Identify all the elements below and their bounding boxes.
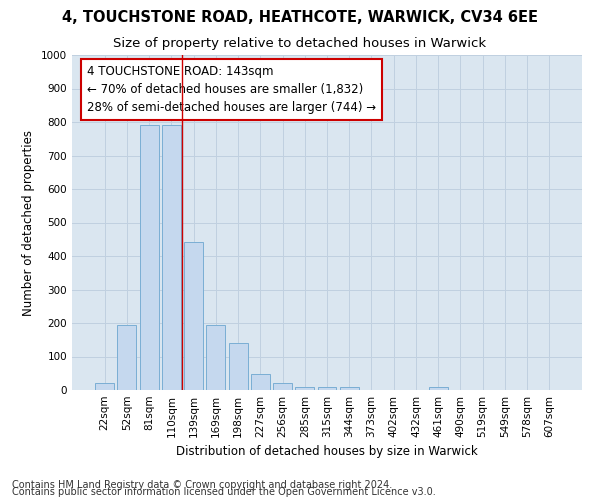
Bar (251, 374, 270, 390)
Bar (295, 386, 314, 390)
Bar (184, 242, 203, 390)
Bar (95, 384, 114, 390)
X-axis label: Distribution of detached houses by size in Warwick: Distribution of detached houses by size … (176, 446, 478, 458)
Bar (273, 384, 292, 390)
Y-axis label: Number of detached properties: Number of detached properties (22, 130, 35, 316)
Bar (206, 324, 225, 390)
Text: Contains HM Land Registry data © Crown copyright and database right 2024.: Contains HM Land Registry data © Crown c… (12, 480, 392, 490)
Text: Contains public sector information licensed under the Open Government Licence v3: Contains public sector information licen… (12, 487, 436, 497)
Bar (162, 126, 181, 390)
Bar (429, 386, 448, 390)
Bar (317, 386, 337, 390)
Text: 4 TOUCHSTONE ROAD: 143sqm
← 70% of detached houses are smaller (1,832)
28% of se: 4 TOUCHSTONE ROAD: 143sqm ← 70% of detac… (88, 65, 376, 114)
Bar (229, 343, 248, 390)
Bar (140, 126, 158, 390)
Bar (340, 386, 359, 390)
Bar (118, 324, 136, 390)
Text: 4, TOUCHSTONE ROAD, HEATHCOTE, WARWICK, CV34 6EE: 4, TOUCHSTONE ROAD, HEATHCOTE, WARWICK, … (62, 10, 538, 25)
Text: Size of property relative to detached houses in Warwick: Size of property relative to detached ho… (113, 38, 487, 51)
